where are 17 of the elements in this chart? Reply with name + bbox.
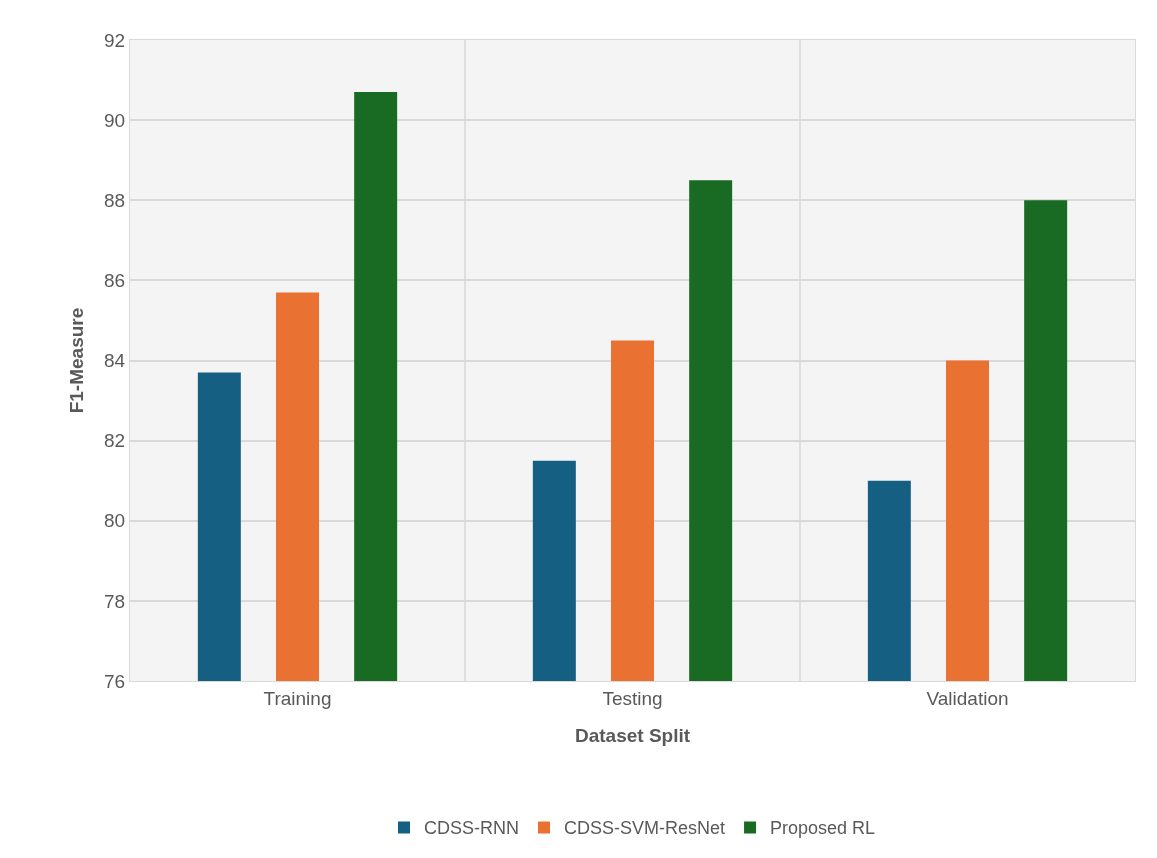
y-tick-label: 78 — [104, 590, 126, 612]
y-tick-label: 80 — [104, 510, 126, 532]
x-tick-label: Training — [263, 687, 332, 709]
y-tick-label: 88 — [104, 189, 126, 211]
legend-label: CDSS-RNN — [424, 818, 520, 839]
y-tick-label: 90 — [104, 109, 126, 131]
legend-label: CDSS-SVM-ResNet — [564, 818, 726, 839]
y-tick-label: 86 — [104, 270, 126, 292]
x-axis-title: Dataset Split — [574, 724, 691, 746]
x-tick-label: Validation — [926, 687, 1009, 709]
y-tick-label: 82 — [104, 430, 126, 452]
y-tick-label: 76 — [104, 670, 126, 692]
legend-label: Proposed RL — [770, 818, 876, 839]
x-tick-label: Testing — [602, 687, 663, 709]
y-axis-title: F1-Measure — [65, 307, 87, 414]
y-tick-label: 92 — [104, 29, 126, 51]
y-tick-label: 84 — [104, 350, 126, 372]
